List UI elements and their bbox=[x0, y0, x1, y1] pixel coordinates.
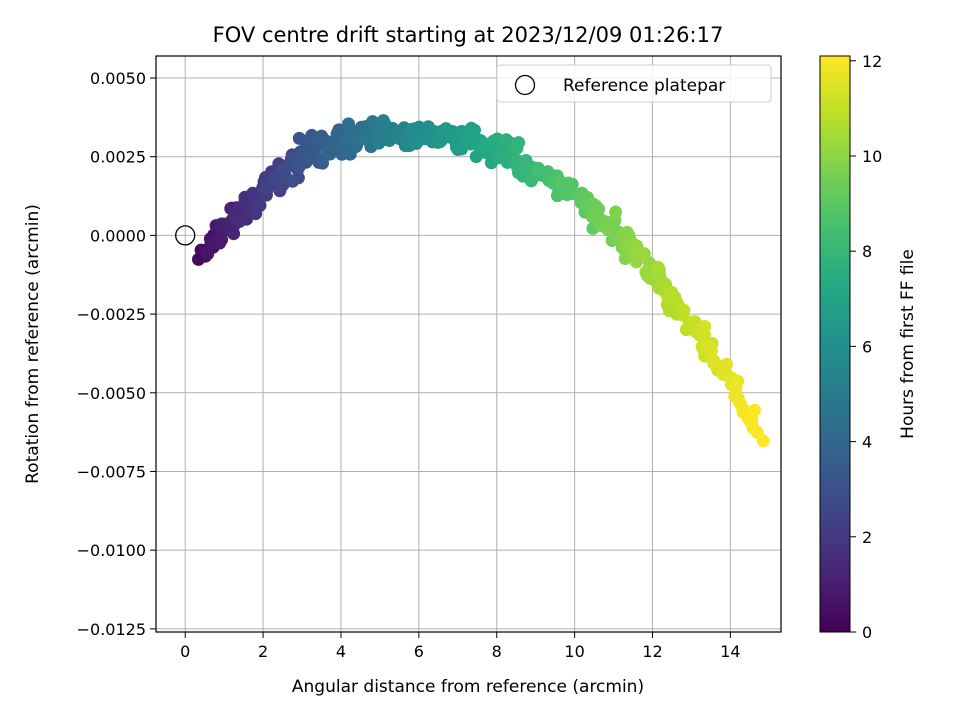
data-point bbox=[232, 215, 246, 228]
x-axis-label: Angular distance from reference (arcmin) bbox=[292, 677, 644, 697]
y-tick-label: −0.0075 bbox=[77, 462, 146, 481]
x-tick-label: 12 bbox=[642, 642, 662, 661]
y-tick-label: −0.0125 bbox=[77, 620, 146, 639]
x-tick-label: 0 bbox=[180, 642, 190, 661]
plot-frame bbox=[155, 55, 782, 633]
data-point bbox=[510, 141, 524, 155]
data-point bbox=[292, 160, 306, 174]
legend-reference-marker-icon bbox=[514, 74, 536, 96]
data-point bbox=[609, 205, 623, 219]
colorbar-tick-label: 12 bbox=[862, 52, 882, 71]
data-point bbox=[215, 233, 229, 247]
colorbar-tick-label: 4 bbox=[862, 433, 872, 452]
data-point bbox=[499, 133, 513, 147]
y-tick-label: −0.0100 bbox=[77, 541, 146, 560]
colorbar-gradient bbox=[819, 55, 851, 633]
y-tick-label: 0.0025 bbox=[90, 148, 146, 167]
legend-box bbox=[496, 64, 772, 103]
colorbar-tick-label: 10 bbox=[862, 147, 882, 166]
colorbar-label: Hours from first FF file bbox=[898, 249, 918, 439]
data-point bbox=[286, 174, 300, 188]
data-point bbox=[343, 147, 357, 161]
colorbar-tick-label: 8 bbox=[862, 242, 872, 261]
data-point bbox=[720, 357, 733, 371]
x-tick-label: 10 bbox=[564, 642, 584, 661]
data-point bbox=[342, 117, 355, 131]
x-axis-ticks: 0 2 4 6 8 10 12 14 bbox=[180, 632, 741, 661]
data-point bbox=[756, 434, 770, 448]
data-point bbox=[372, 136, 386, 150]
data-point bbox=[407, 122, 421, 136]
scatter-points bbox=[192, 114, 770, 448]
x-tick-label: 14 bbox=[720, 642, 740, 661]
colorbar-tick-label: 6 bbox=[862, 337, 872, 356]
data-point bbox=[635, 246, 649, 260]
data-point bbox=[748, 403, 761, 417]
legend-entry-reference-platepar: Reference platepar bbox=[563, 76, 725, 96]
x-tick-label: 4 bbox=[336, 642, 346, 661]
x-tick-label: 8 bbox=[492, 642, 502, 661]
data-point bbox=[733, 396, 747, 410]
chart-title: FOV centre drift starting at 2023/12/09 … bbox=[213, 23, 724, 47]
data-point bbox=[460, 136, 474, 150]
data-point bbox=[252, 199, 266, 213]
reference-marker bbox=[175, 225, 196, 246]
data-point bbox=[665, 285, 679, 299]
y-tick-label: −0.0050 bbox=[77, 384, 146, 403]
data-point bbox=[260, 182, 274, 195]
data-point bbox=[359, 132, 373, 146]
reference-platepar-point bbox=[175, 225, 196, 246]
colorbar-tick-label: 0 bbox=[862, 623, 872, 642]
data-point bbox=[698, 320, 712, 333]
colorbar-ticks: 0 2 4 6 8 10 12 bbox=[850, 52, 882, 642]
data-point bbox=[651, 260, 665, 274]
data-point bbox=[601, 223, 615, 237]
legend: Reference platepar bbox=[496, 64, 772, 103]
grid-lines bbox=[156, 56, 781, 632]
data-point bbox=[639, 265, 653, 279]
data-point bbox=[592, 202, 606, 216]
x-tick-label: 2 bbox=[258, 642, 268, 661]
y-axis-label: Rotation from reference (arcmin) bbox=[23, 204, 43, 484]
y-tick-label: −0.0025 bbox=[77, 305, 146, 324]
data-point bbox=[704, 344, 718, 358]
colorbar: 0 2 4 6 8 10 12 Hours from first FF file bbox=[819, 52, 918, 642]
data-point bbox=[292, 131, 306, 145]
colorbar-tick-label: 2 bbox=[862, 528, 872, 547]
y-tick-label: 0.0000 bbox=[90, 226, 146, 245]
data-point bbox=[378, 116, 391, 130]
data-point bbox=[561, 176, 575, 190]
data-point bbox=[382, 134, 396, 147]
y-axis-ticks: 0.0050 0.0025 0.0000 −0.0025 −0.0050 −0.0075 −… bbox=[77, 69, 156, 639]
data-point bbox=[227, 227, 241, 241]
data-point bbox=[323, 147, 337, 161]
data-point bbox=[745, 415, 759, 429]
data-point bbox=[677, 303, 691, 317]
x-tick-label: 6 bbox=[414, 642, 424, 661]
y-tick-label: 0.0050 bbox=[90, 69, 146, 88]
